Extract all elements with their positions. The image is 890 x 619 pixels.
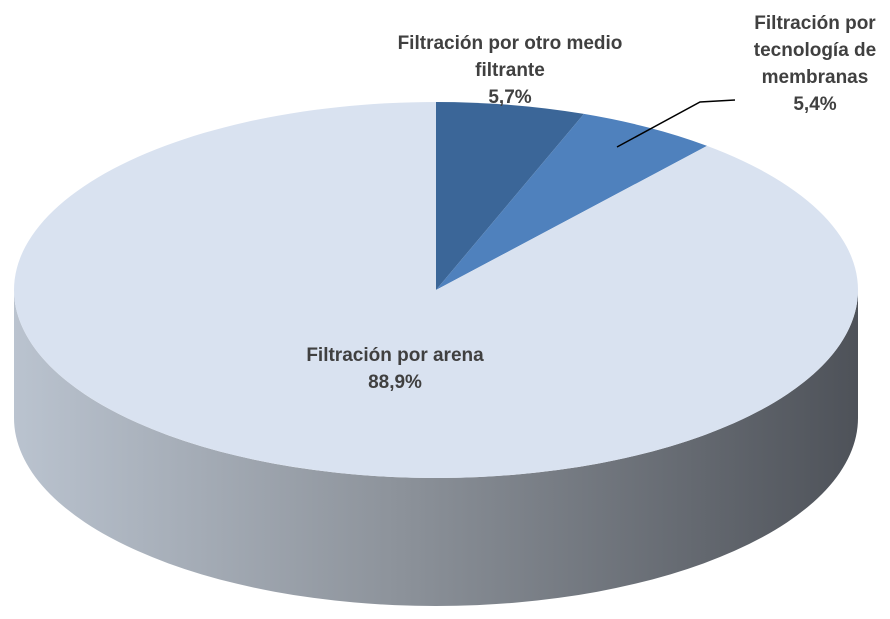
data-label: Filtración por tecnología de membranas 5,… (720, 10, 890, 118)
pie-slice (436, 102, 584, 290)
leader-line (616, 99, 736, 148)
data-label: Filtración por arena 88,9% (295, 342, 495, 396)
slice-value: 5,7% (488, 87, 532, 108)
pie-slice (14, 102, 859, 478)
pie-side (14, 290, 858, 606)
slice-value: 5,4% (793, 94, 837, 115)
slice-name: Filtración por arena (306, 345, 484, 366)
slice-name: Filtración por otro medio filtrante (397, 33, 623, 81)
pie-slice (436, 113, 708, 290)
slice-value: 88,9% (368, 372, 422, 393)
slice-name: Filtración por tecnología de membranas (753, 13, 877, 88)
data-label: Filtración por otro medio filtrante 5,7% (395, 30, 625, 111)
